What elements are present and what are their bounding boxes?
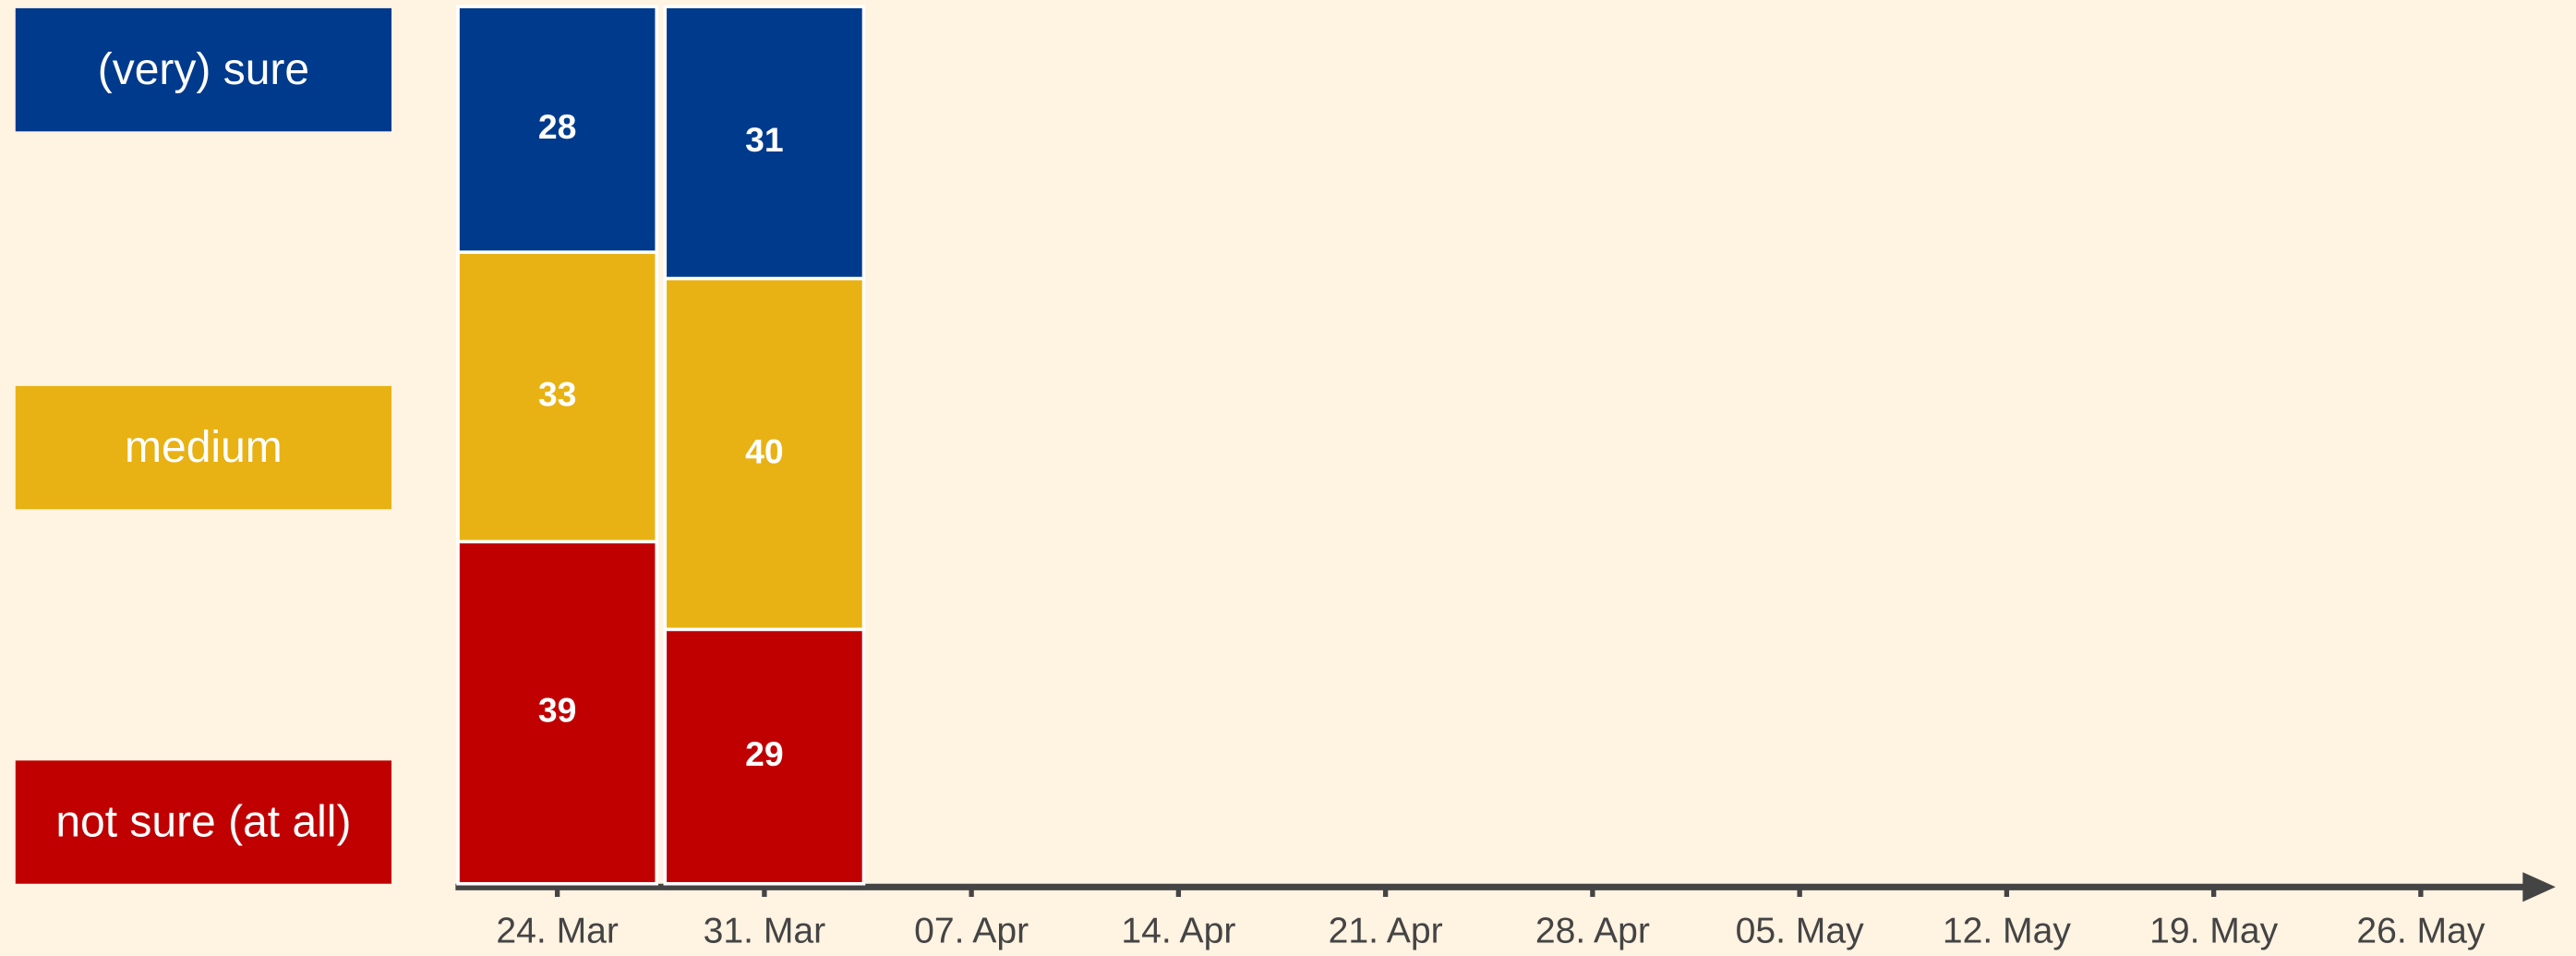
legend-swatch: [15, 760, 392, 884]
bar-segment: [456, 5, 659, 254]
data-label: 28: [538, 107, 577, 146]
x-tick-label: 31. Mar: [704, 911, 826, 950]
data-label: 40: [745, 431, 784, 470]
bar-segment: [456, 539, 659, 886]
data-label: 29: [745, 734, 784, 773]
bar-segment: [663, 627, 866, 886]
x-tick-label: 12. May: [1943, 911, 2072, 950]
data-label: 33: [538, 375, 577, 414]
x-tick-label: 07. Apr: [914, 911, 1029, 950]
bar-segment: [456, 250, 659, 544]
data-label: 39: [538, 690, 577, 729]
x-tick-label: 28. Apr: [1535, 911, 1650, 950]
legend-label: (very) sure: [98, 45, 309, 94]
data-label: 31: [745, 120, 784, 159]
legend-label: not sure (at all): [55, 797, 351, 846]
x-tick-label: 24. Mar: [496, 911, 619, 950]
x-tick-label: 05. May: [1736, 911, 1865, 950]
bar-segment: [663, 5, 866, 281]
x-tick-label: 14. Apr: [1121, 911, 1235, 950]
legend-label: medium: [125, 423, 283, 472]
legend-swatch: [15, 385, 392, 510]
x-tick-label: 26. May: [2356, 911, 2486, 950]
legend-swatch: [15, 7, 392, 132]
x-tick-label: 21. Apr: [1329, 911, 1443, 950]
x-tick-label: 19. May: [2149, 911, 2279, 950]
bar-segment: [663, 276, 866, 632]
x-axis-arrow: [2522, 872, 2556, 902]
